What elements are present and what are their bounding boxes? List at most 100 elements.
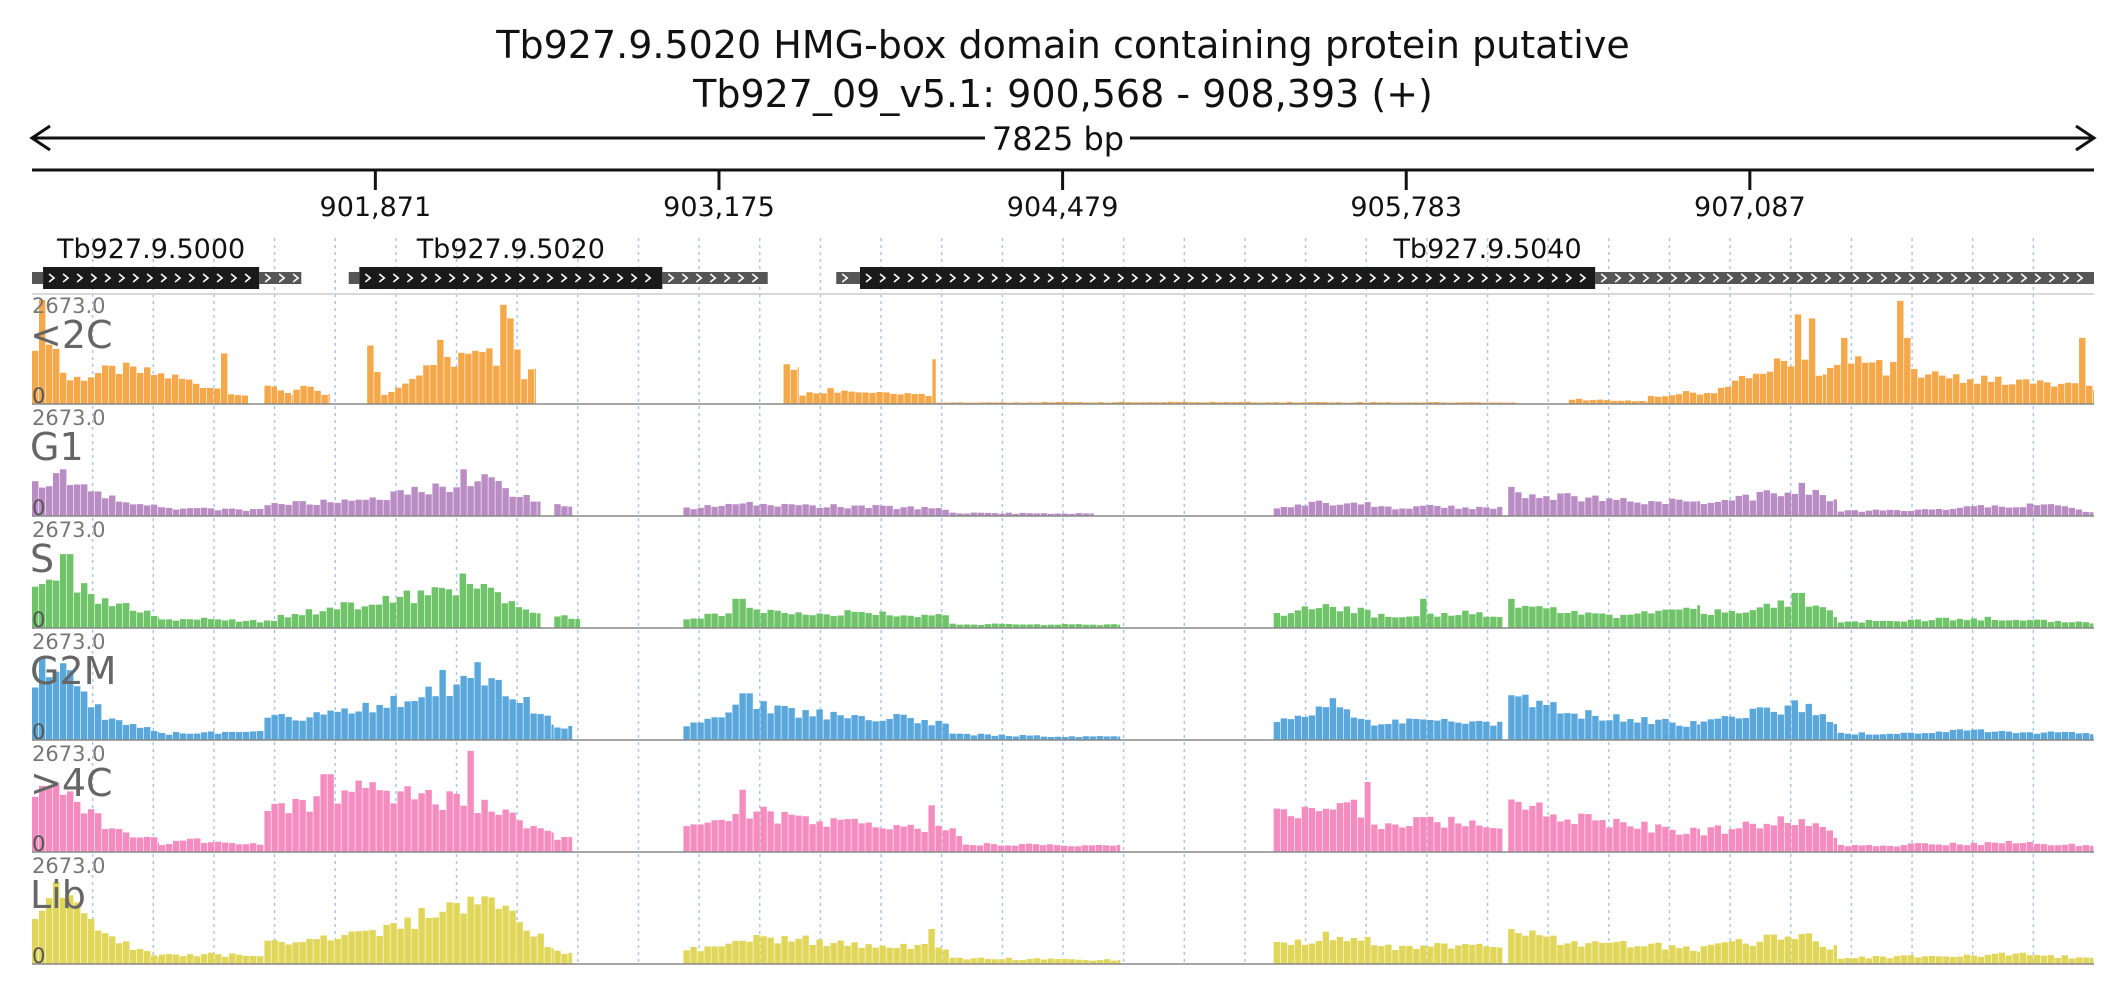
coverage-bar [67,380,74,404]
coverage-bar [2016,379,2023,404]
coverage-bar [299,800,306,852]
coverage-bar [144,610,151,628]
coverage-bar [425,789,432,852]
coverage-bar [389,602,396,628]
coverage-bar [886,829,893,852]
coverage-bar [1805,826,1812,852]
coverage-bar [1749,708,1756,740]
coverage-bar [718,615,725,628]
coverage-bar [1956,618,1963,628]
coverage-bar [1808,318,1816,404]
coverage-bar [151,955,158,964]
coverage-bar [760,806,767,852]
strand-chevron [935,273,943,283]
coverage-bar [1392,509,1399,516]
coverage-bar [1301,606,1309,628]
coverage-bar [1690,608,1697,628]
coverage-bar [460,675,467,740]
coverage-bar [1634,613,1641,628]
coverage-bar [1427,613,1434,628]
coverage-bar [1406,945,1413,964]
coverage-bar [453,793,460,852]
coverage-bar [956,836,963,852]
coverage-bar [166,619,173,628]
coverage-bar [991,959,998,964]
coverage-bar [32,919,39,964]
coverage-bar [1578,946,1585,964]
coverage-bar [333,609,340,628]
coverage-bar [921,943,928,964]
coverage-bar [1529,805,1536,852]
coverage-bar [746,941,753,964]
strand-chevron [865,273,873,283]
coverage-bar [1420,945,1427,964]
coverage-bar [1928,509,1935,516]
coverage-bar [321,394,328,404]
coverage-bar [725,821,732,852]
coverage-bar [942,723,949,740]
track-max-label: 2673.0 [32,630,105,654]
coverage-bar [990,844,998,852]
coverage-bar [1794,314,1802,404]
coverage-bar [1634,828,1641,852]
coverage-bar [1777,939,1784,964]
coverage-bar [1759,373,1767,404]
coverage-bar [1900,511,1907,516]
coverage-bar [983,843,991,852]
coverage-bar [534,368,536,404]
coverage-bar [130,949,137,964]
coverage-bar [74,376,81,404]
coverage-bar [1307,402,1314,404]
coverage-bar [1475,402,1482,404]
coverage-bar [2009,384,2016,404]
coverage-bar [1844,733,1851,740]
coverage-bar [704,505,711,516]
coverage-bar [813,393,820,404]
coverage-bar [1060,845,1068,852]
coverage-bar [718,819,725,852]
coverage-bar [1013,402,1020,404]
coverage-bar [1522,935,1529,964]
gene-utr-5prime [348,272,360,284]
strand-chevron [490,273,498,283]
strand-chevron [1397,273,1405,283]
coverage-bar [1117,624,1121,628]
coverage-bar [1117,959,1121,964]
coverage-bar [551,724,554,740]
coverage-bar [2082,511,2089,516]
coverage-bar [2033,733,2040,740]
strand-chevron [709,273,717,283]
coverage-bar [879,945,886,964]
coverage-bar [2082,733,2089,740]
track-name-label: >4C [30,761,113,805]
coverage-bar [1848,363,1855,404]
coverage-bar [1872,846,1879,852]
coverage-bar [1067,846,1075,852]
coverage-bar [2054,732,2061,740]
coverage-bar [1826,501,1833,516]
coverage-bar [1865,734,1872,740]
strand-chevron [1103,273,1111,283]
coverage-bar [418,697,425,740]
coverage-bar [837,819,844,852]
coverage-bar [1286,401,1293,404]
coverage-bar [1662,826,1669,852]
coverage-bar [697,824,704,852]
coverage-bar [1756,941,1763,964]
coverage-bar [102,829,109,852]
coverage-bar [2058,383,2065,404]
coverage-bar [1315,811,1323,852]
coverage-bar [480,583,487,628]
coverage-bar [1676,834,1683,852]
ruler-ticks: 901,871 903,175 904,479 905,783 907,087 [320,170,1806,223]
coverage-bar [1273,508,1281,516]
coverage-bar [327,710,334,740]
coverage-bar [53,882,60,964]
coverage-bar [1805,606,1812,628]
coverage-bar [991,623,998,628]
coverage-bar [1357,607,1365,628]
coverage-bar [1237,402,1244,404]
